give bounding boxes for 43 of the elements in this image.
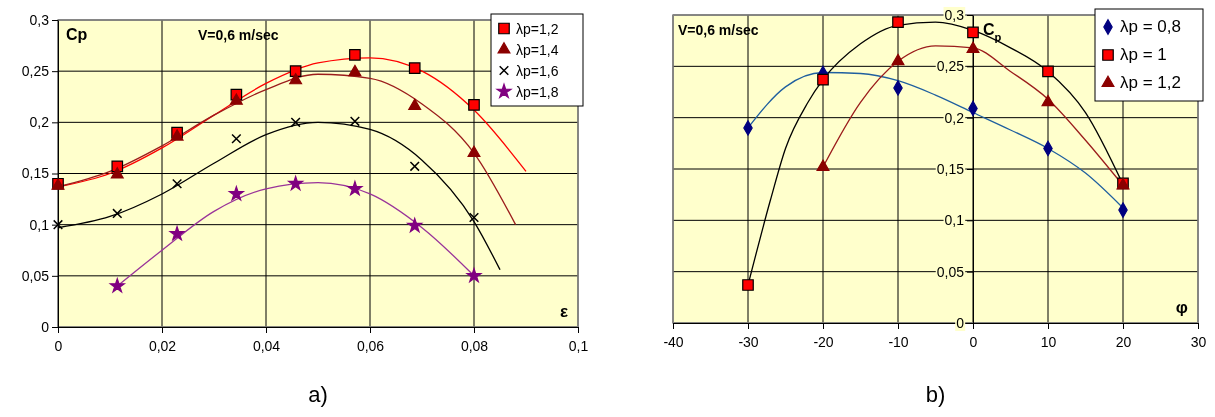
- x-tick-label: 30: [1190, 334, 1207, 351]
- legend-label: λp = 0,8: [1120, 17, 1181, 36]
- x-tick-label: -20: [813, 334, 834, 351]
- x-tick-label: -40: [663, 334, 684, 351]
- y-tick-label: 0,05: [21, 267, 50, 284]
- y-tick-label: 0: [956, 314, 965, 331]
- legend-label: λp=1,4: [516, 41, 559, 58]
- x-tick-label: -10: [888, 334, 909, 351]
- legend-label: λp = 1: [1120, 45, 1167, 64]
- text: a): [308, 382, 328, 407]
- x-axis-title: ε: [559, 302, 568, 321]
- x-tick-label: 0,06: [356, 338, 385, 355]
- x-tick-label: 10: [1040, 334, 1057, 351]
- y-tick-label: 0,05: [936, 263, 965, 280]
- text: b): [925, 382, 946, 407]
- y-tick-label: 0,3: [944, 6, 965, 23]
- y-tick-label: 0,3: [29, 11, 50, 28]
- y-tick-label: 0,2: [944, 109, 965, 126]
- x-tick-label: 0,04: [252, 338, 281, 355]
- y-tick-label: 0,1: [944, 212, 965, 229]
- legend-label: λp=1,8: [516, 83, 559, 100]
- legend-label: λp=1,6: [516, 62, 559, 79]
- x-tick-label: 0: [54, 338, 63, 355]
- x-tick-label: 20: [1115, 334, 1132, 351]
- x-tick-label: 0: [969, 334, 978, 351]
- y-tick-label: 0,15: [936, 160, 965, 177]
- y-tick-label: 0,15: [21, 165, 50, 182]
- y-tick-label: 0,2: [29, 114, 50, 131]
- x-tick-label: 0,02: [148, 338, 177, 355]
- legend-label: λp=1,2: [516, 20, 559, 37]
- x-tick-label: -30: [738, 334, 759, 351]
- y-tick-label: 0: [41, 318, 50, 335]
- x-tick-label: 0,1: [568, 338, 589, 355]
- x-axis-title: φ: [1175, 298, 1188, 317]
- annotation: V=0,6 m/sec: [198, 27, 279, 43]
- annotation: V=0,6 m/sec: [678, 22, 759, 38]
- y-axis-title: C$_{p}$: [983, 21, 1002, 43]
- x-tick-label: 0,08: [460, 338, 489, 355]
- y-tick-label: 0,1: [29, 216, 50, 233]
- legend-label: λp = 1,2: [1120, 73, 1181, 92]
- y-tick-label: 0,25: [936, 58, 965, 75]
- y-tick-label: 0,25: [21, 63, 50, 80]
- y-axis-title: Cp: [66, 26, 88, 43]
